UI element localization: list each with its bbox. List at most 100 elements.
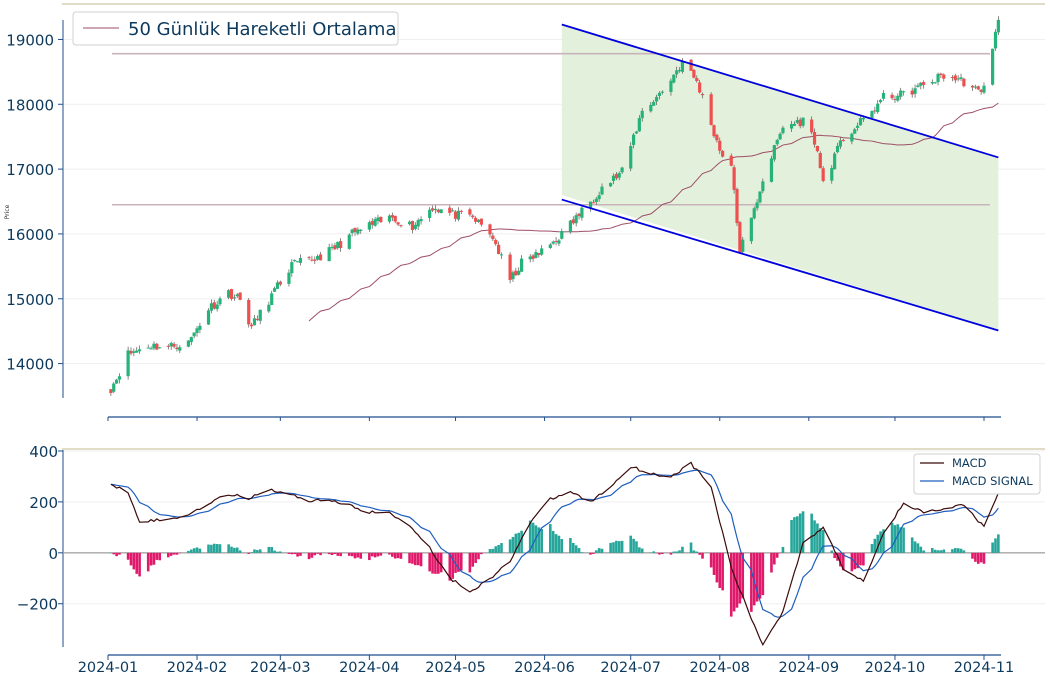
histogram-bar-negative xyxy=(414,552,417,566)
histogram-bar-positive xyxy=(873,538,877,553)
candle-up xyxy=(169,342,173,347)
histogram-bar-negative xyxy=(146,552,150,572)
histogram-bar-positive xyxy=(870,544,874,553)
candle-up xyxy=(112,383,116,392)
histogram-bar-positive xyxy=(692,550,696,553)
price-y-axis: 14000 15000 16000 17000 18000 19000 xyxy=(6,31,63,374)
candle-up xyxy=(336,241,340,249)
histogram-bar-positive xyxy=(620,540,624,553)
candle-up xyxy=(769,158,774,182)
candle-up xyxy=(856,125,860,128)
candle-up xyxy=(235,294,239,297)
candle-up xyxy=(557,240,561,244)
x-tick-label: 2024-06 xyxy=(514,660,575,676)
histogram-bar-negative xyxy=(379,552,383,556)
histogram-bar-negative xyxy=(118,552,121,555)
histogram-bar-positive xyxy=(821,529,825,553)
candle-up xyxy=(830,167,834,181)
histogram-bar-negative xyxy=(178,552,182,554)
candle-down xyxy=(508,254,512,280)
histogram-bar-negative xyxy=(175,552,179,555)
histogram-bar-negative xyxy=(356,552,360,558)
histogram-bar-positive xyxy=(540,528,543,553)
price-legend[interactable]: 50 Günlük Hareketli Ortalama xyxy=(72,11,399,46)
candle-up xyxy=(861,118,865,120)
candle-up xyxy=(913,88,917,94)
price-y-tick-label: 16000 xyxy=(6,226,54,244)
histogram-bar-positive xyxy=(936,550,940,553)
candle-up xyxy=(749,217,753,242)
candle-up xyxy=(476,219,481,223)
histogram-bar-negative xyxy=(155,552,159,560)
histogram-bar-negative xyxy=(327,552,331,555)
candle-up xyxy=(632,134,636,145)
candle-up xyxy=(881,92,886,99)
candle-down xyxy=(700,93,705,96)
candle-up xyxy=(428,209,432,218)
macd-legend[interactable]: MACD MACD SIGNAL xyxy=(913,453,1041,495)
price-gridlines xyxy=(64,38,1045,365)
candle-down xyxy=(922,82,926,85)
histogram-bar-negative xyxy=(408,552,411,564)
candle-up xyxy=(416,220,420,227)
candle-up xyxy=(669,80,673,92)
histogram-bar-negative xyxy=(411,552,414,564)
candle-up xyxy=(781,127,785,134)
candle-up xyxy=(597,195,601,200)
candle-up xyxy=(540,248,544,255)
histogram-bar-negative xyxy=(310,552,314,558)
macd-panel: −200 0 200 400 2024-01 2024-02 2024-03 2024-04… xyxy=(17,417,1045,676)
candle-up xyxy=(192,332,196,337)
histogram-bar-negative xyxy=(359,552,363,559)
candle-down xyxy=(614,173,618,179)
histogram-bar-positive xyxy=(207,544,210,553)
histogram-bar-negative xyxy=(293,552,296,555)
histogram-bar-negative xyxy=(376,552,380,557)
candle-down xyxy=(229,289,234,299)
candle-up xyxy=(137,349,142,352)
candle-down xyxy=(155,343,159,350)
histogram-bar-positive xyxy=(893,525,897,553)
histogram-bar-positive xyxy=(612,542,615,553)
histogram-bar-negative xyxy=(353,552,357,559)
candle-up xyxy=(189,337,193,343)
histogram-bar-negative xyxy=(172,552,176,555)
histogram-bar-negative xyxy=(698,552,701,555)
candle-up xyxy=(258,309,262,321)
candle-up xyxy=(833,153,837,170)
candle-down xyxy=(979,89,983,92)
histogram-bar-negative xyxy=(971,552,974,559)
price-y-tick-label: 14000 xyxy=(6,356,54,374)
histogram-bar-positive xyxy=(233,547,236,553)
candle-up xyxy=(792,123,797,126)
histogram-bar-negative xyxy=(589,552,592,555)
histogram-bar-negative xyxy=(167,552,170,558)
candle-up xyxy=(574,215,578,224)
candle-up xyxy=(758,191,762,203)
candle-up xyxy=(637,118,641,132)
histogram-bar-positive xyxy=(801,511,805,553)
candle-down xyxy=(514,270,518,276)
histogram-bar-negative xyxy=(669,552,673,555)
candle-up xyxy=(206,310,211,325)
histogram-bar-positive xyxy=(238,550,242,553)
histogram-bar-negative xyxy=(729,552,733,617)
candle-down xyxy=(474,217,478,222)
histogram-bar-negative xyxy=(471,552,475,567)
histogram-bar-negative xyxy=(112,552,116,555)
candle-down xyxy=(129,350,133,354)
candle-up xyxy=(419,219,423,222)
histogram-bar-positive xyxy=(652,551,656,553)
candle-down xyxy=(453,211,458,219)
candle-up xyxy=(528,256,532,260)
histogram-bar-negative xyxy=(307,552,311,560)
candle-down xyxy=(172,343,176,347)
histogram-bar-positive xyxy=(951,549,954,553)
histogram-bar-positive xyxy=(258,549,262,553)
candle-down xyxy=(890,94,894,99)
histogram-bar-negative xyxy=(979,552,983,563)
x-tick-label: 2024-02 xyxy=(167,660,228,676)
trend-channel-fill xyxy=(561,24,999,331)
histogram-bar-positive xyxy=(813,520,816,553)
